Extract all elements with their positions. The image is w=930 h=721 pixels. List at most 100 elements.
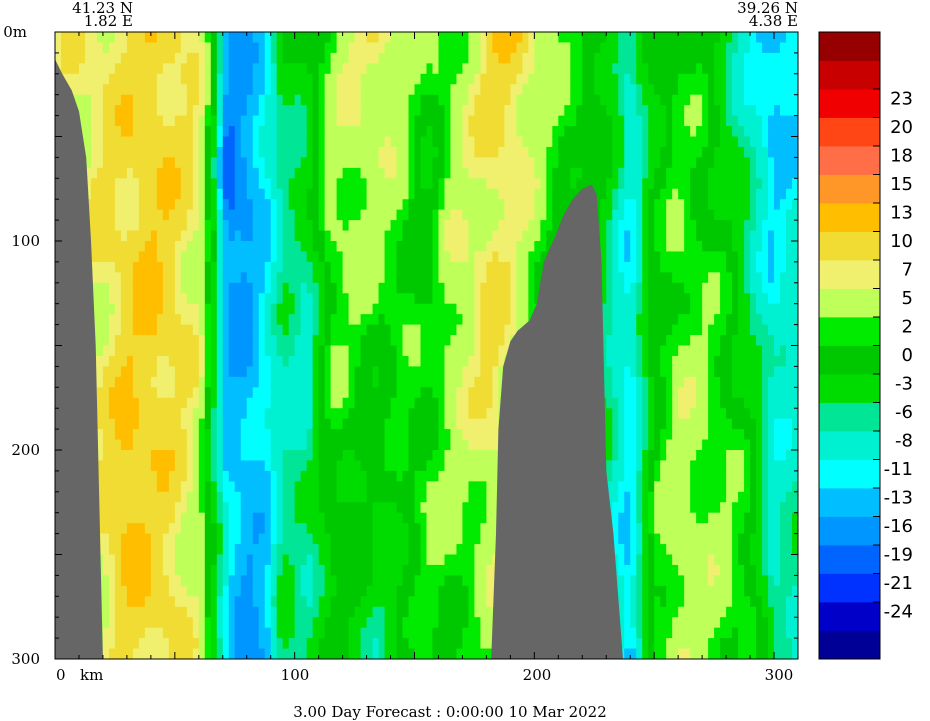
field-cell: [474, 544, 482, 556]
field-cell: [420, 554, 428, 566]
field-cell: [450, 105, 458, 117]
field-cell: [258, 596, 266, 608]
field-cell: [486, 84, 494, 96]
field-cell: [198, 261, 206, 273]
field-cell: [96, 324, 104, 336]
field-cell: [540, 84, 547, 96]
field-cell: [108, 460, 116, 472]
field-cell: [192, 345, 200, 357]
field-cell: [240, 220, 248, 232]
field-cell: [342, 272, 350, 284]
field-cell: [126, 199, 134, 211]
field-cell: [462, 335, 470, 347]
field-cell: [168, 178, 176, 190]
field-cell: [108, 52, 116, 64]
field-cell: [498, 355, 505, 367]
field-cell: [444, 157, 452, 169]
field-cell: [324, 544, 332, 556]
field-cell: [342, 575, 350, 587]
field-cell: [456, 450, 464, 462]
field-cell: [162, 606, 170, 618]
field-cell: [198, 355, 206, 367]
field-cell: [108, 355, 116, 367]
field-cell: [168, 397, 176, 409]
field-cell: [372, 397, 380, 409]
field-cell: [294, 418, 302, 430]
field-cell: [312, 282, 320, 294]
field-cell: [540, 199, 547, 211]
field-cell: [240, 481, 248, 493]
field-cell: [66, 52, 74, 64]
field-cell: [414, 450, 422, 462]
field-cell: [342, 585, 350, 597]
field-cell: [270, 261, 278, 273]
field-cell: [210, 73, 218, 85]
field-cell: [330, 617, 338, 629]
field-cell: [162, 230, 170, 242]
field-cell: [234, 282, 242, 294]
field-cell: [354, 596, 362, 608]
field-cell: [432, 199, 440, 211]
field-cell: [216, 376, 224, 388]
field-cell: [55, 52, 62, 64]
field-cell: [228, 460, 236, 472]
field-cell: [528, 126, 535, 138]
field-cell: [174, 512, 182, 524]
field-cell: [360, 638, 368, 650]
field-cell: [474, 460, 482, 472]
field-cell: [198, 408, 206, 420]
field-cell: [378, 178, 386, 190]
field-cell: [462, 397, 470, 409]
field-cell: [276, 32, 284, 44]
field-cell: [402, 460, 410, 472]
field-cell: [198, 293, 206, 305]
field-cell: [420, 345, 428, 357]
field-cell: [216, 429, 224, 441]
field-cell: [294, 617, 302, 629]
field-cell: [492, 460, 499, 472]
field-cell: [138, 146, 146, 158]
field-cell: [102, 335, 110, 347]
field-cell: [408, 418, 416, 430]
field-cell: [480, 387, 488, 399]
field-cell: [102, 293, 110, 305]
field-cell: [270, 115, 278, 127]
field-cell: [426, 345, 434, 357]
field-cell: [450, 303, 458, 315]
field-cell: [318, 554, 326, 566]
field-cell: [90, 136, 98, 148]
field-cell: [234, 596, 242, 608]
field-cell: [300, 293, 308, 305]
field-cell: [390, 638, 398, 650]
field-cell: [288, 450, 296, 462]
field-cell: [84, 136, 92, 148]
field-cell: [354, 115, 362, 127]
field-cell: [522, 282, 529, 294]
field-cell: [318, 272, 326, 284]
field-cell: [312, 146, 320, 158]
field-cell: [318, 355, 326, 367]
field-cell: [264, 408, 272, 420]
field-cell: [240, 544, 248, 556]
field-cell: [348, 397, 356, 409]
field-cell: [372, 387, 380, 399]
field-cell: [492, 167, 499, 179]
field-cell: [234, 460, 242, 472]
field-cell: [318, 241, 326, 253]
field-cell: [150, 261, 158, 273]
field-cell: [438, 178, 446, 190]
field-cell: [258, 251, 266, 263]
field-cell: [126, 491, 134, 503]
field-cell: [108, 42, 116, 54]
field-cell: [408, 282, 416, 294]
field-cell: [372, 94, 380, 106]
field-cell: [102, 470, 110, 482]
field-cell: [324, 115, 332, 127]
field-cell: [396, 261, 404, 273]
field-cell: [96, 408, 104, 420]
field-cell: [516, 282, 523, 294]
field-cell: [414, 638, 422, 650]
field-cell: [282, 42, 290, 54]
field-cell: [252, 314, 260, 326]
field-cell: [174, 52, 182, 64]
